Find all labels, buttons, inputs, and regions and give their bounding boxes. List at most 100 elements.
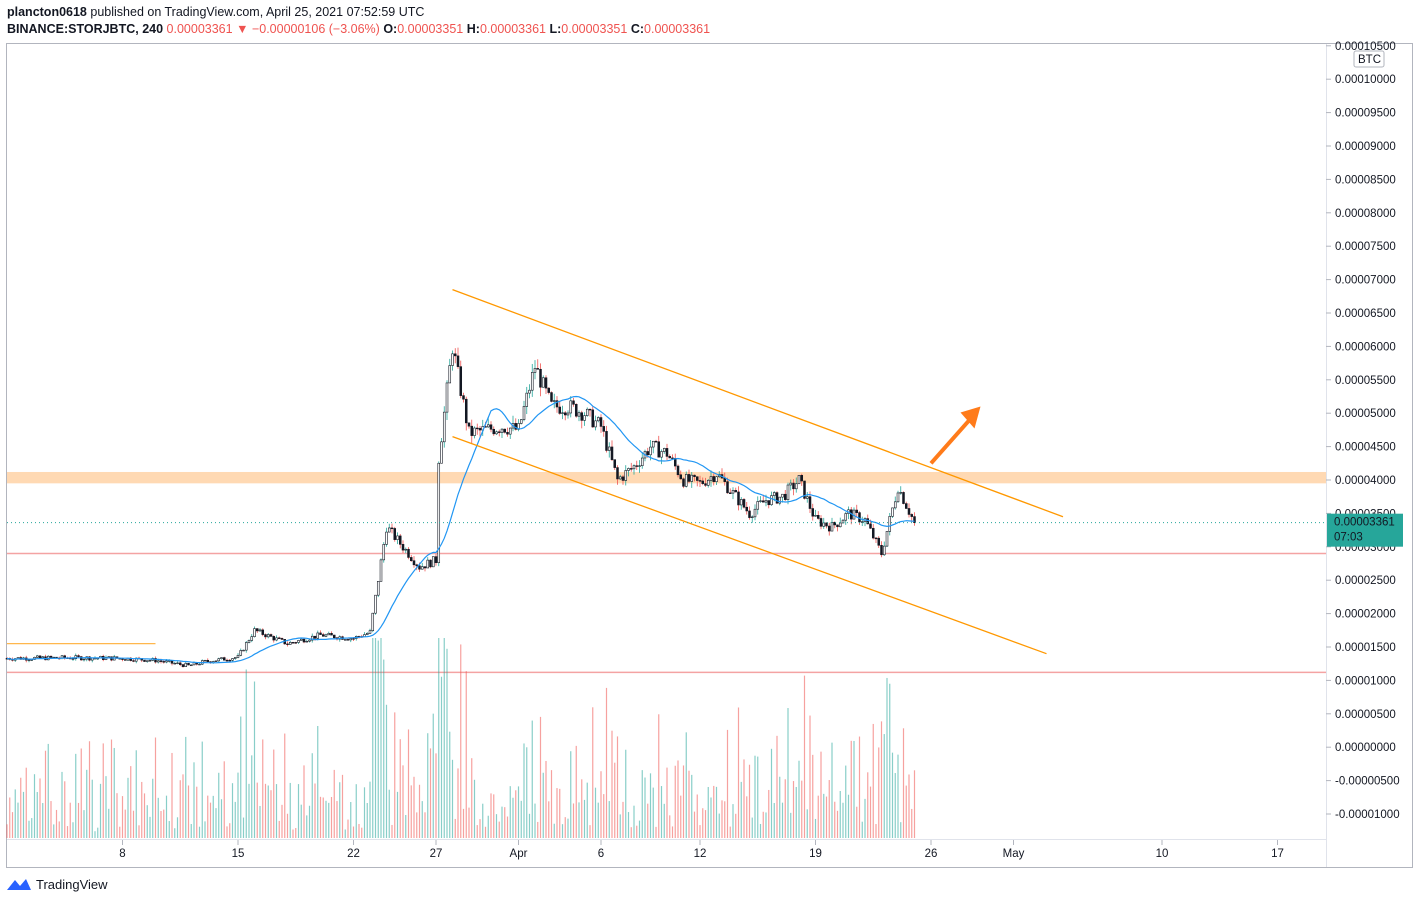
volume-bar [352, 826, 355, 838]
volume-bar [198, 826, 201, 838]
volume-bar [647, 803, 649, 838]
volume-bar [473, 779, 476, 838]
channel-upper-line[interactable] [452, 289, 1064, 518]
candle-body [324, 634, 328, 637]
volume-bar [322, 797, 324, 838]
volume-bar [138, 825, 140, 838]
volume-bar [399, 739, 401, 838]
volume-bar [872, 723, 874, 838]
volume-bar [561, 824, 564, 838]
volume-bar [196, 786, 198, 838]
volume-bar [523, 743, 525, 838]
volume-bar [284, 733, 286, 838]
candle-body [753, 508, 757, 518]
candle-body [464, 398, 468, 424]
candle-body [814, 515, 817, 517]
volume-bar [42, 803, 44, 838]
volume-bar [652, 787, 654, 838]
candle-body [489, 424, 493, 430]
candle-body [665, 448, 669, 457]
volume-bar [721, 800, 723, 838]
candle-body [217, 658, 221, 662]
time-tick-label: 22 [347, 848, 360, 860]
candle-body [82, 658, 86, 661]
volume-bar [710, 797, 712, 838]
up-arrow-shaft[interactable] [929, 415, 974, 465]
candle-body [189, 664, 193, 667]
candle-body [585, 408, 589, 416]
volume-bar [520, 800, 522, 838]
volume-bar [99, 783, 102, 838]
price-tick-label: -0.00000500 [1335, 776, 1400, 788]
price-change: −0.00000106 (−3.06%) [251, 22, 380, 36]
volume-bar [366, 802, 368, 838]
candle-body [302, 638, 306, 643]
time-axis[interactable]: 8 15 22 27 Apr 6 12 19 26 May 10 17 [119, 840, 1284, 860]
volume-bar [377, 640, 379, 838]
volume-bar [671, 826, 674, 838]
publisher-name[interactable]: plancton0618 [7, 5, 87, 19]
candle-body [330, 633, 333, 636]
volume-bar [91, 779, 93, 838]
candle-body [877, 537, 881, 546]
price-axis[interactable]: 0.00010500 0.00010000 0.00009500 0.00009000… [1326, 41, 1400, 821]
volume-bar [638, 820, 641, 838]
channel-lower-line[interactable] [452, 435, 1047, 655]
candle-body [913, 516, 916, 523]
volume-bar [572, 803, 575, 838]
volume-bar [487, 815, 489, 838]
currency-badge[interactable] [1353, 50, 1385, 68]
volume-bar [575, 745, 577, 838]
candle-body [327, 633, 331, 636]
volume-bar [333, 769, 335, 838]
candle-body [704, 483, 707, 486]
volume-bar [861, 821, 863, 838]
publish-text: published on TradingView.com, April 25, … [90, 5, 425, 19]
volume-bar [512, 797, 514, 838]
time-tick-label: 6 [598, 848, 604, 860]
volume-bar [693, 811, 696, 838]
volume-bar [867, 772, 869, 838]
volume-bar [699, 825, 701, 838]
volume-bar [732, 804, 734, 838]
candle-body [437, 462, 441, 564]
candle-body [321, 634, 325, 637]
candle-body [893, 501, 897, 509]
open-label: O: [383, 22, 398, 36]
candle-body [398, 535, 402, 545]
volume-bar [361, 827, 363, 838]
volume-bar [627, 812, 630, 838]
candle-body [145, 660, 149, 662]
candle-body [767, 500, 771, 506]
candle-body [497, 431, 501, 433]
volume-bar [88, 741, 91, 838]
volume-bar [787, 708, 789, 838]
candle-body [825, 522, 828, 527]
volume-bar [44, 750, 47, 838]
candle-body [632, 465, 636, 470]
candle-body [233, 657, 237, 659]
time-tick-label: May [1003, 848, 1025, 860]
candle-body [783, 493, 787, 500]
volume-bar [20, 777, 22, 838]
candle-body [574, 403, 578, 417]
volume-bar [135, 750, 137, 838]
candle-body [38, 655, 42, 659]
candle-body [803, 480, 806, 499]
volume-bar [567, 818, 569, 838]
candle-body [27, 659, 31, 661]
candle-body [440, 441, 443, 464]
candle-body [291, 642, 295, 644]
candle-body [426, 559, 430, 569]
candle-body [275, 637, 278, 641]
candle-body [184, 662, 188, 667]
volume-bar [36, 792, 38, 838]
moving-average-layer [6, 395, 915, 664]
volume-bar [545, 760, 547, 838]
up-arrow-head[interactable] [960, 406, 981, 429]
price-tick-label: 0.00004500 [1335, 442, 1396, 454]
volume-bar [339, 782, 341, 838]
volume-bar [743, 759, 745, 838]
candle-body [148, 659, 152, 662]
